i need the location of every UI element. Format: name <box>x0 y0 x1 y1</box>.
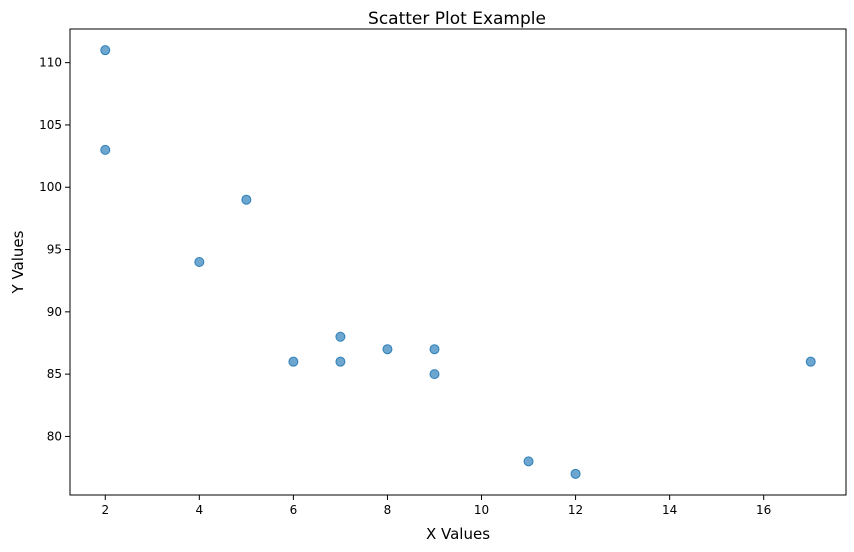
data-point <box>100 45 111 56</box>
data-point <box>194 257 205 267</box>
y-axis: 80 85 90 95 100 105 110 <box>39 56 70 443</box>
data-point <box>570 468 581 479</box>
data-point <box>429 344 440 355</box>
x-tick-label: 4 <box>196 503 204 517</box>
x-axis-label: X Values <box>426 525 490 543</box>
data-point <box>429 369 440 380</box>
x-tick-label: 6 <box>290 503 298 517</box>
data-point <box>335 331 346 342</box>
y-tick-label: 85 <box>47 367 62 381</box>
y-tick-label: 90 <box>47 305 62 319</box>
y-tick-label: 110 <box>39 56 62 70</box>
chart-title: Scatter Plot Example <box>368 9 546 29</box>
data-point <box>335 356 346 367</box>
plot-area <box>69 28 847 496</box>
y-axis-label: Y Values <box>9 230 27 294</box>
x-tick-label: 12 <box>568 503 583 517</box>
x-tick-label: 10 <box>474 503 489 517</box>
x-axis: 2 4 6 8 10 12 14 16 <box>101 495 771 517</box>
x-tick-label: 14 <box>662 503 677 517</box>
y-tick-label: 80 <box>47 429 62 443</box>
data-point <box>523 456 534 467</box>
data-point <box>288 356 299 367</box>
y-tick-label: 105 <box>39 118 62 132</box>
x-tick-label: 8 <box>384 503 392 517</box>
y-tick-label: 100 <box>39 180 62 194</box>
data-point <box>805 356 816 367</box>
data-point <box>382 344 393 355</box>
y-tick-label: 95 <box>47 243 62 257</box>
data-point <box>100 144 111 155</box>
data-point <box>241 194 252 205</box>
data-points <box>100 45 816 479</box>
x-tick-label: 16 <box>756 503 771 517</box>
x-tick-label: 2 <box>101 503 109 517</box>
